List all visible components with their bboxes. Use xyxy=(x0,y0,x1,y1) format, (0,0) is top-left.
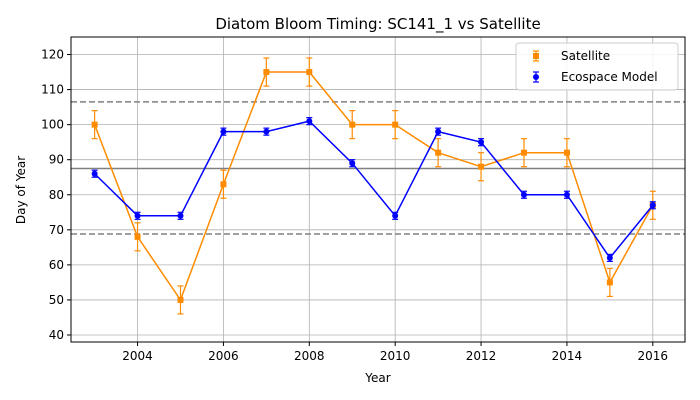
x-tick-label: 2016 xyxy=(638,349,669,363)
y-tick-label: 90 xyxy=(49,153,64,167)
x-tick-label: 2014 xyxy=(552,349,583,363)
legend: Satellite Ecospace Model xyxy=(515,42,679,91)
legend-marker xyxy=(533,53,539,59)
data-point xyxy=(478,139,485,146)
data-point xyxy=(520,149,527,156)
legend-label: Ecospace Model xyxy=(561,70,658,84)
data-point xyxy=(606,254,613,261)
data-point xyxy=(220,128,227,135)
data-point xyxy=(563,149,570,156)
axis-ticks: 2004 2006 2008 2010 2012 2014 2016 40 50 60 70 80 90… xyxy=(41,48,668,363)
data-point xyxy=(563,191,570,198)
legend-marker xyxy=(533,74,539,80)
data-point xyxy=(177,212,184,219)
data-point xyxy=(306,118,313,125)
series-satellite xyxy=(91,57,656,315)
series-line xyxy=(93,71,654,302)
series-ecospace-model xyxy=(91,117,656,262)
y-tick-label: 100 xyxy=(41,118,64,132)
data-point xyxy=(349,121,356,128)
plot-frame xyxy=(70,36,686,343)
data-point xyxy=(349,160,356,167)
data-point xyxy=(134,233,141,240)
x-tick-label: 2012 xyxy=(466,349,497,363)
y-tick-label: 40 xyxy=(49,328,64,342)
data-point xyxy=(392,212,399,219)
data-point xyxy=(306,69,313,76)
legend-label: Satellite xyxy=(561,49,610,63)
x-tick-label: 2004 xyxy=(122,349,153,363)
x-tick-label: 2010 xyxy=(380,349,411,363)
data-point xyxy=(263,69,270,76)
x-axis-title: Year xyxy=(364,371,390,385)
reference-lines xyxy=(71,101,685,235)
data-point xyxy=(220,181,227,188)
y-tick-label: 120 xyxy=(41,48,64,62)
y-tick-label: 110 xyxy=(41,83,64,97)
data-point xyxy=(263,128,270,135)
y-axis-title: Day of Year xyxy=(14,156,28,224)
y-tick-label: 70 xyxy=(49,223,64,237)
x-tick-label: 2008 xyxy=(294,349,325,363)
data-point xyxy=(606,279,613,286)
data-point xyxy=(520,191,527,198)
data-point xyxy=(649,202,656,209)
y-tick-label: 50 xyxy=(49,293,64,307)
data-point xyxy=(392,121,399,128)
data-point xyxy=(435,149,442,156)
series-layer xyxy=(91,57,656,315)
legend-box xyxy=(515,42,679,91)
x-tick-label: 2006 xyxy=(208,349,239,363)
y-tick-label: 60 xyxy=(49,258,64,272)
data-point xyxy=(134,212,141,219)
chart-title: Diatom Bloom Timing: SC141_1 vs Satellit… xyxy=(215,15,540,34)
y-tick-label: 80 xyxy=(49,188,64,202)
data-point xyxy=(478,163,485,170)
data-point xyxy=(177,296,184,303)
series-line xyxy=(94,120,654,260)
data-point xyxy=(435,128,442,135)
data-point xyxy=(91,121,98,128)
data-point xyxy=(91,170,98,177)
